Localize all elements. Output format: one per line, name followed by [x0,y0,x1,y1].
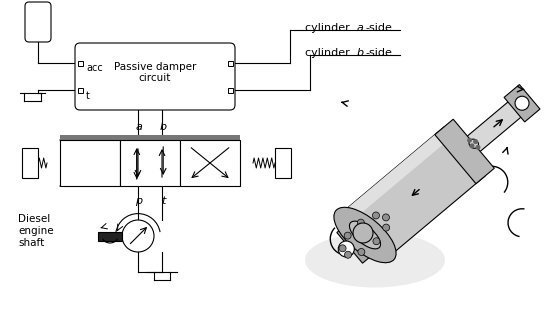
Bar [78,87,82,93]
Circle shape [344,232,351,239]
Polygon shape [345,127,452,220]
Text: acc: acc [86,63,103,73]
Circle shape [373,238,380,245]
Circle shape [358,248,365,256]
Text: -side: -side [365,23,392,33]
Circle shape [473,139,478,144]
Bar [60,140,120,186]
Circle shape [345,251,352,258]
Circle shape [339,245,346,252]
Polygon shape [345,127,485,259]
Bar [120,140,180,186]
Text: a: a [357,23,364,33]
Text: b: b [357,48,364,58]
Text: Diesel
engine
shaft: Diesel engine shaft [18,215,54,248]
Text: cylinder: cylinder [305,48,353,58]
Ellipse shape [469,139,478,148]
Polygon shape [435,119,494,184]
Text: cylinder: cylinder [305,23,353,33]
Text: t: t [86,91,90,101]
Polygon shape [337,217,381,263]
Bar [180,140,240,186]
Circle shape [383,224,390,231]
Bar [78,61,82,66]
Polygon shape [458,96,529,159]
Bar [98,231,122,241]
Polygon shape [504,84,540,122]
Bar [22,148,38,178]
Circle shape [353,223,373,243]
Circle shape [339,241,354,257]
FancyBboxPatch shape [25,2,51,42]
Text: p: p [135,196,143,206]
Circle shape [515,96,529,110]
Bar [228,61,233,66]
Circle shape [122,220,154,252]
Ellipse shape [305,232,445,288]
Bar [228,87,233,93]
Circle shape [470,143,474,148]
Bar [60,135,240,140]
Text: Passive damper
circuit: Passive damper circuit [114,62,196,83]
Circle shape [372,212,379,219]
FancyBboxPatch shape [75,43,235,110]
Bar [275,148,291,178]
Ellipse shape [334,207,396,263]
Ellipse shape [349,221,381,249]
Text: t: t [161,196,165,206]
Circle shape [357,219,364,226]
Text: b: b [159,122,167,132]
Text: a: a [135,122,143,132]
Circle shape [476,145,480,150]
Text: -side: -side [365,48,392,58]
Circle shape [467,138,472,143]
Circle shape [382,214,389,221]
